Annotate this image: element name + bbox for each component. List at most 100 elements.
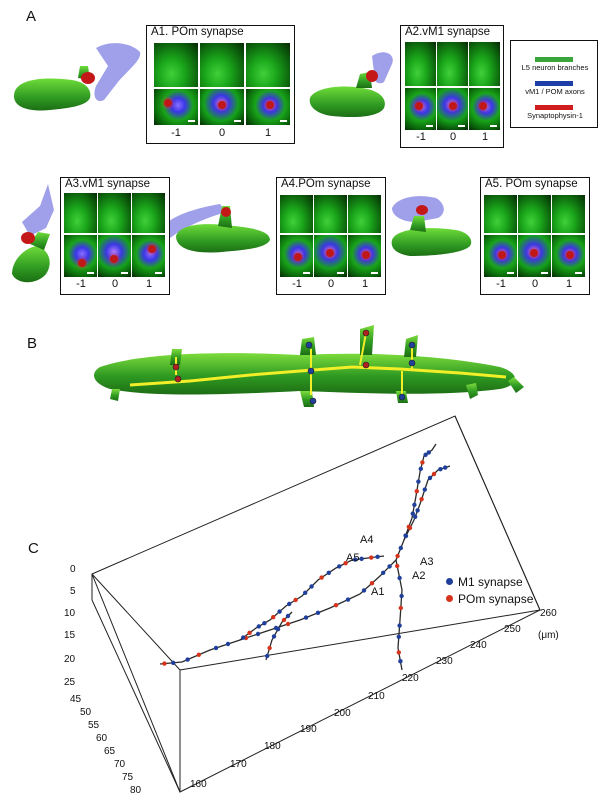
inset-a3-tick: 0 bbox=[111, 278, 119, 290]
unit-label: (μm) bbox=[538, 630, 559, 641]
inset-a3-tick: -1 bbox=[76, 278, 86, 290]
synapse-dot bbox=[247, 630, 252, 635]
synapse-dot bbox=[162, 661, 167, 666]
x-tick: 230 bbox=[436, 656, 453, 667]
tile-a1-merge-m1 bbox=[154, 89, 198, 125]
synapse-dot bbox=[353, 557, 358, 562]
z-tick: 20 bbox=[64, 654, 76, 665]
synapse-dot bbox=[387, 564, 392, 569]
synapse-dot bbox=[403, 533, 409, 539]
synapse-dot bbox=[333, 603, 339, 608]
inset-a5-title: A5. POm synapse bbox=[485, 178, 578, 190]
inset-a2-tick: 1 bbox=[481, 131, 489, 143]
m1-synapse-label: M1 synapse bbox=[458, 575, 523, 589]
tile-a5-merge-p1 bbox=[552, 235, 585, 277]
synapse-dot bbox=[277, 609, 282, 614]
tile-a4-merge-0 bbox=[314, 235, 347, 277]
synapse-dot bbox=[397, 575, 402, 581]
synapse-dot bbox=[412, 502, 417, 507]
synapse-dot bbox=[416, 479, 421, 484]
y-tick: 65 bbox=[104, 746, 116, 757]
y-tick: 55 bbox=[88, 720, 100, 731]
inset-a2-tick: -1 bbox=[416, 131, 426, 143]
synapse-dot bbox=[359, 556, 364, 561]
tile-a4-green-m1 bbox=[280, 195, 313, 233]
synapse-label-a2: A2 bbox=[412, 570, 426, 582]
synapse-dot bbox=[415, 508, 420, 513]
inset-a1-tick: -1 bbox=[171, 127, 181, 139]
synapse-label-a3: A3 bbox=[420, 556, 434, 568]
synapse-dot bbox=[410, 511, 415, 516]
synapse-dot bbox=[275, 627, 281, 632]
synapse-dot bbox=[326, 570, 331, 575]
synapse-dot bbox=[185, 657, 190, 662]
synapse-dot bbox=[395, 553, 400, 559]
x-tick: 250 bbox=[504, 624, 521, 635]
synapse-dot bbox=[265, 653, 270, 659]
x-tick: 180 bbox=[264, 741, 281, 752]
synapse-dot bbox=[443, 465, 448, 470]
y-tick: 50 bbox=[80, 707, 92, 718]
synapse-dot bbox=[399, 593, 404, 599]
tile-a1-merge-0 bbox=[200, 89, 244, 125]
z-tick: 15 bbox=[64, 630, 76, 641]
synapse-dot bbox=[285, 613, 291, 619]
synapse-dot bbox=[315, 610, 321, 615]
inset-a5-tick: -1 bbox=[496, 278, 506, 290]
tile-a1-green-0 bbox=[200, 43, 244, 87]
synapse-dot bbox=[375, 554, 380, 559]
tile-a5-green-0 bbox=[518, 195, 551, 233]
synapse-dot bbox=[309, 584, 314, 589]
inset-a3-title: A3.vM1 synapse bbox=[65, 178, 151, 190]
synapse-dot bbox=[423, 452, 428, 457]
inset-a5-tick: 1 bbox=[565, 278, 573, 290]
synapse-dot bbox=[407, 525, 413, 531]
y-tick: 75 bbox=[122, 772, 134, 783]
synapse-dot bbox=[319, 575, 324, 580]
tile-a4-green-0 bbox=[314, 195, 347, 233]
inset-a4-tick: -1 bbox=[292, 278, 302, 290]
tile-a2-merge-p1 bbox=[469, 88, 500, 130]
x-tick: 200 bbox=[334, 708, 351, 719]
render-a5 bbox=[391, 196, 472, 256]
synapse-dot bbox=[398, 659, 403, 664]
x-tick: 170 bbox=[230, 759, 247, 770]
synapse-dot bbox=[418, 466, 423, 471]
panel-a-renders bbox=[12, 43, 472, 283]
inset-a3: A3.vM1 synapse -1 0 1 bbox=[60, 177, 170, 295]
pom-synapse-label: POm synapse bbox=[458, 592, 534, 606]
synapse-dot bbox=[422, 487, 427, 492]
tile-a5-merge-m1 bbox=[484, 235, 517, 277]
synapse-dot bbox=[293, 597, 298, 603]
y-tick: 70 bbox=[114, 759, 126, 770]
tile-a2-green-m1 bbox=[405, 42, 436, 86]
tile-a1-green-m1 bbox=[154, 43, 198, 87]
render-a1 bbox=[14, 43, 141, 111]
panel-c-3d-box bbox=[91, 415, 541, 793]
tile-a3-green-m1 bbox=[64, 193, 97, 233]
z-tick: 5 bbox=[70, 586, 76, 597]
synapse-dot bbox=[255, 631, 261, 637]
z-tick: 10 bbox=[64, 608, 76, 619]
tile-a4-green-p1 bbox=[348, 195, 381, 233]
inset-a2-tick: 0 bbox=[449, 131, 457, 143]
synapse-dot bbox=[395, 563, 400, 569]
inset-a5-tick: 0 bbox=[531, 278, 539, 290]
tile-a2-merge-0 bbox=[437, 88, 468, 130]
inset-a3-tick: 1 bbox=[145, 278, 153, 290]
legend-swatch-syp bbox=[535, 105, 573, 110]
synapse-dot bbox=[398, 545, 403, 551]
panel-letter-a: A bbox=[26, 8, 37, 25]
synapse-dot bbox=[241, 635, 246, 640]
tile-a4-merge-p1 bbox=[348, 235, 381, 277]
tile-a2-green-0 bbox=[437, 42, 468, 86]
pom-synapse-swatch bbox=[446, 595, 453, 602]
synapse-dot bbox=[345, 597, 351, 602]
inset-a5: A5. POm synapse -1 0 1 bbox=[480, 177, 590, 295]
synapse-dot bbox=[419, 497, 424, 502]
synapse-dot bbox=[196, 652, 201, 657]
synapse-dot bbox=[413, 514, 418, 519]
tile-a2-green-p1 bbox=[469, 42, 500, 86]
synapse-dot bbox=[213, 645, 219, 651]
tile-a2-merge-m1 bbox=[405, 88, 436, 130]
